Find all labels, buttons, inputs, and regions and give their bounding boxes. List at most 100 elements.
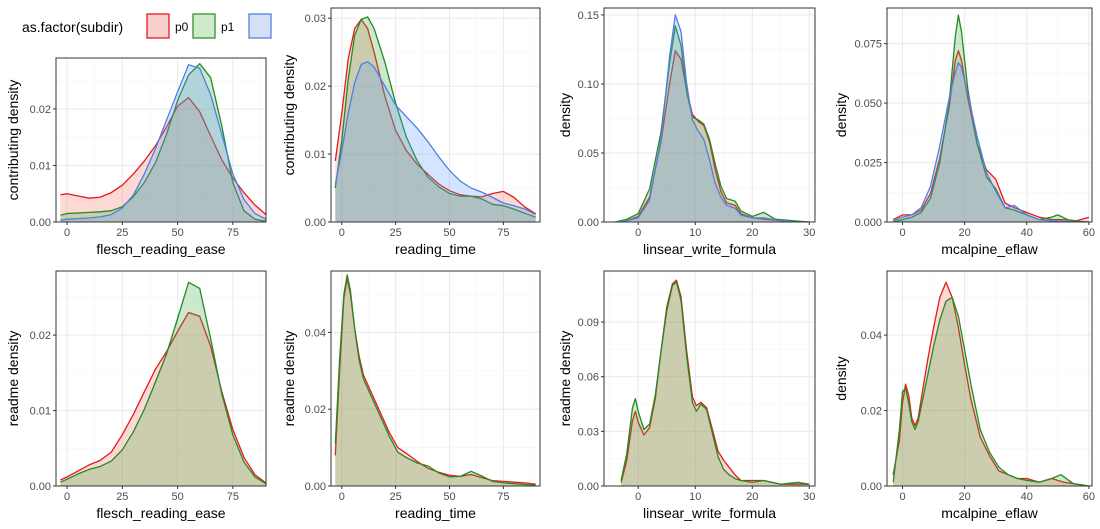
x-tick-label: 25	[390, 227, 402, 239]
y-tick-label: 0.050	[854, 98, 882, 110]
panel-border	[603, 270, 816, 487]
x-tick-label: 0	[64, 491, 70, 503]
x-tick-label: 50	[171, 227, 183, 239]
x-tick-label: 25	[390, 491, 402, 503]
y-axis-title: readme density	[5, 331, 21, 427]
legend-key-p2	[248, 13, 272, 39]
panel-background	[604, 8, 815, 222]
x-axis-title: reading_time	[395, 505, 476, 521]
panel-border	[330, 270, 541, 487]
x-tick-label: 0	[339, 227, 345, 239]
density-line-p1	[60, 281, 266, 485]
y-tick-label: 0.10	[578, 79, 599, 91]
panel-2: 0 25 50 75 0.00 0.01 0.02 0.03 reading_time contr…	[281, 7, 541, 257]
density-line-p2	[60, 64, 266, 221]
panel-border	[886, 7, 1093, 223]
density-area-p1	[621, 281, 810, 486]
y-tick-label: 0.01	[30, 160, 51, 172]
y-tick-label: 0.075	[854, 39, 882, 51]
density-line-p1	[334, 16, 536, 218]
x-tick-label: 25	[116, 227, 128, 239]
panels: 0 25 50 75 0.00 0.01 0.02 flesch_reading_ease co…	[5, 7, 1095, 521]
density-line-p1	[334, 274, 536, 486]
y-tick-label: 0.04	[861, 330, 882, 342]
x-axis-title: flesch_reading_ease	[96, 505, 225, 521]
density-area-p2	[893, 62, 1089, 222]
y-tick-label: 0.15	[578, 10, 599, 22]
panel-7: 0 10 20 30 0.00 0.03 0.06 0.09 linsear_write_for…	[557, 270, 816, 521]
y-axis-title: contributing density	[5, 80, 21, 201]
density-area-p2	[60, 64, 266, 222]
y-tick-label: 0.00	[30, 217, 51, 229]
y-tick-label: 0.01	[30, 406, 51, 418]
density-layer	[892, 14, 1090, 222]
density-layer	[892, 281, 1089, 486]
x-axis-title: flesch_reading_ease	[96, 241, 225, 257]
panel-6: 0 25 50 75 0.00 0.02 0.04 reading_time readme de…	[281, 270, 541, 521]
x-tick-label: 20	[746, 491, 758, 503]
density-line-p2	[892, 62, 1089, 222]
y-tick-label: 0.09	[578, 317, 599, 329]
y-tick-label: 0.00	[30, 481, 51, 493]
x-tick-label: 75	[497, 491, 509, 503]
x-tick-label: 60	[1083, 227, 1095, 239]
x-tick-label: 20	[959, 227, 971, 239]
legend-title: as.factor(subdir)	[22, 19, 123, 35]
legend: as.factor(subdir) p0 p1	[22, 13, 272, 39]
x-tick-label: 10	[689, 227, 701, 239]
density-area-p0	[60, 312, 266, 486]
x-tick-label: 50	[443, 491, 455, 503]
density-layer	[334, 274, 536, 486]
x-tick-label: 10	[689, 491, 701, 503]
density-line-p1	[620, 281, 810, 485]
panel-border	[603, 7, 816, 223]
y-tick-label: 0.00	[578, 217, 599, 229]
density-area-p1	[615, 25, 810, 222]
panel-background	[331, 271, 540, 486]
density-area-p1	[893, 15, 1089, 222]
x-axis-title: linsear_write_formula	[643, 505, 776, 521]
y-tick-label: 0.025	[854, 158, 882, 170]
x-tick-label: 40	[1021, 227, 1033, 239]
x-axis-title: mcalpine_eflaw	[941, 505, 1038, 521]
y-tick-label: 0.02	[30, 330, 51, 342]
x-tick-label: 0	[899, 491, 905, 503]
density-area-p0	[335, 278, 536, 486]
y-tick-label: 0.02	[305, 404, 326, 416]
panel-background	[331, 8, 540, 222]
panel-border	[55, 57, 267, 223]
y-axis-title: readme density	[281, 331, 297, 427]
panel-5: 0 25 50 75 0.00 0.01 0.02 flesch_reading_ease re…	[5, 270, 267, 521]
x-tick-label: 0	[899, 227, 905, 239]
y-tick-label: 0.04	[305, 327, 326, 339]
legend-label-p0: p0	[175, 20, 189, 34]
y-tick-label: 0.00	[578, 481, 599, 493]
density-line-p1	[615, 25, 810, 222]
panel-background	[56, 271, 266, 486]
y-tick-label: 0.03	[578, 426, 599, 438]
density-area-p0	[60, 97, 266, 222]
x-axis-title: mcalpine_eflaw	[941, 241, 1038, 257]
density-area-p1	[335, 16, 536, 222]
legend-key-p0	[146, 13, 170, 39]
x-tick-label: 50	[443, 227, 455, 239]
panel-3: 0 10 20 30 0.00 0.05 0.10 0.15 linsear_write_for…	[557, 7, 816, 257]
x-tick-label: 0	[64, 227, 70, 239]
y-tick-label: 0.00	[861, 481, 882, 493]
panel-background	[604, 271, 815, 486]
y-tick-label: 0.02	[861, 406, 882, 418]
density-line-p2	[334, 61, 536, 216]
density-area-p1	[893, 297, 1089, 486]
x-tick-label: 0	[339, 491, 345, 503]
y-tick-label: 0.02	[305, 81, 326, 93]
x-tick-label: 30	[803, 491, 815, 503]
density-line-p1	[60, 63, 266, 222]
x-axis-title: linsear_write_formula	[643, 241, 776, 257]
y-tick-label: 0.01	[305, 149, 326, 161]
y-tick-label: 0.00	[305, 481, 326, 493]
density-line-p2	[615, 14, 810, 222]
y-axis-title: contributing density	[281, 55, 297, 176]
density-area-p1	[335, 274, 536, 486]
density-area-p0	[615, 50, 810, 222]
